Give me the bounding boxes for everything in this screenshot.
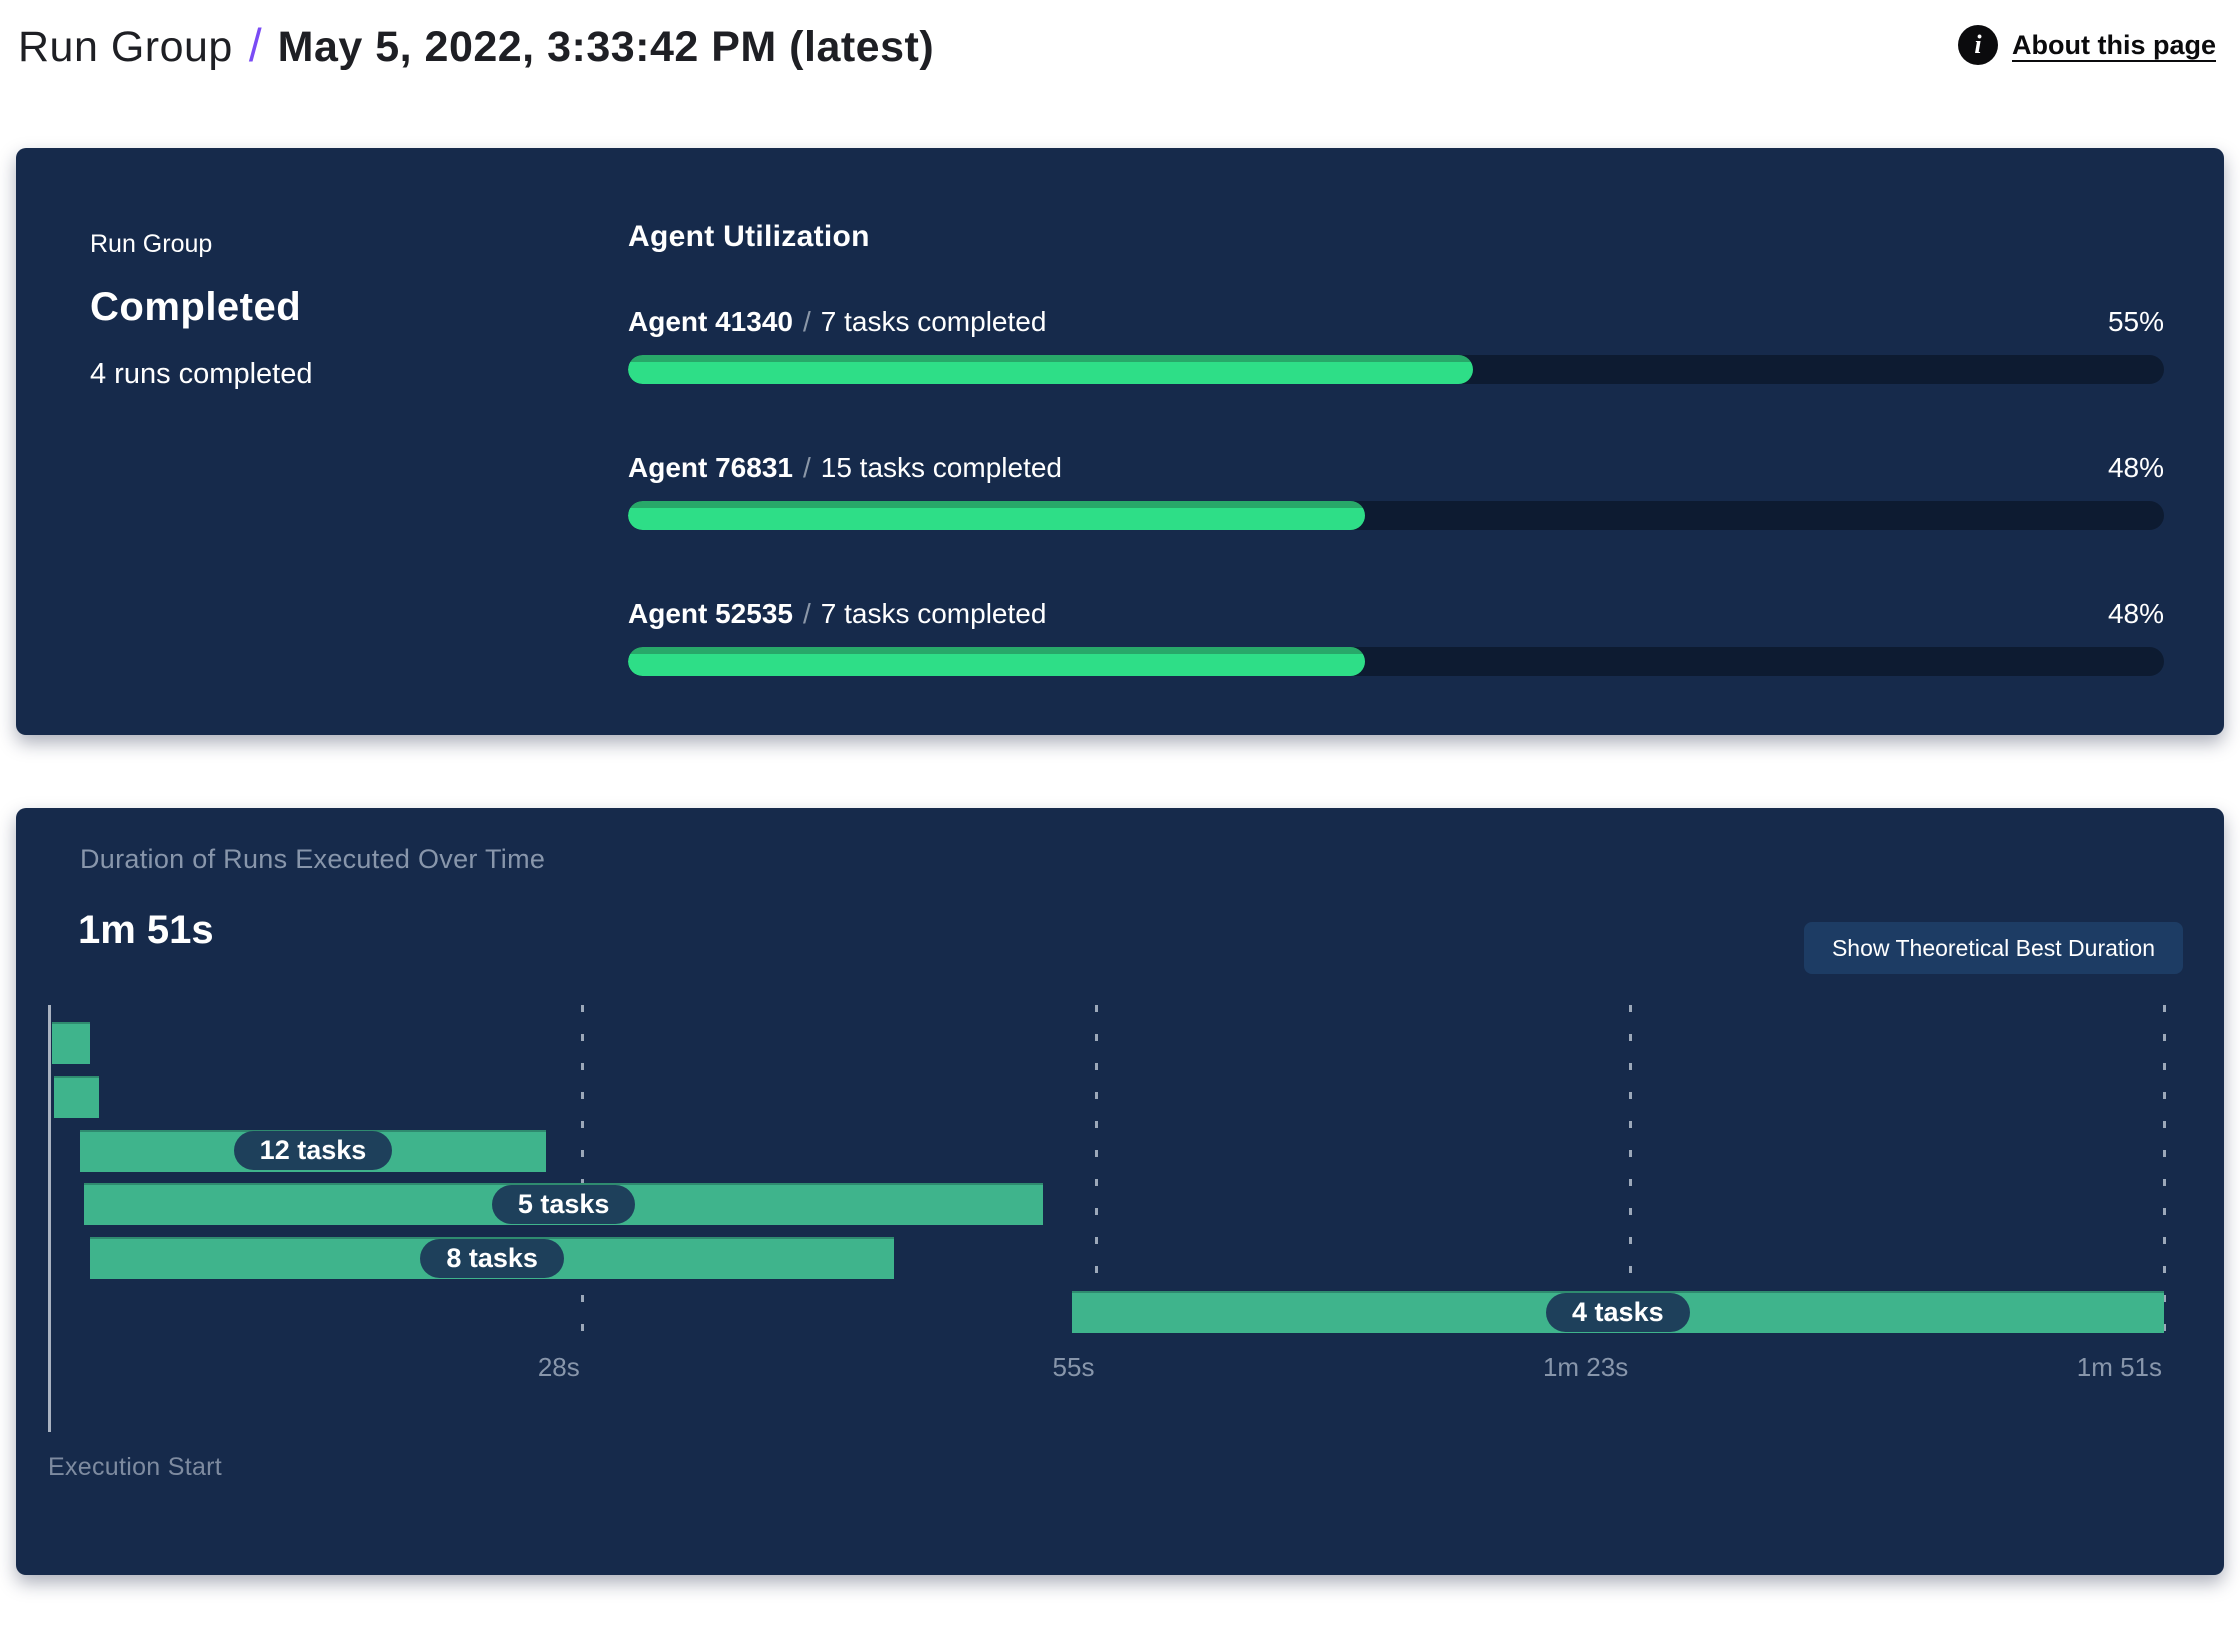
agent-name: Agent 76831 [628, 452, 793, 483]
time-tick-label: 1m 23s [1542, 1352, 1629, 1382]
agent-utilization-progress-fill [628, 355, 1473, 384]
agent-utilization-progress-track [628, 647, 2164, 676]
agent-utilization-percent: 48% [2107, 452, 2164, 483]
agent-description: Agent 76831 / 15 tasks completed [628, 452, 1062, 484]
run-duration-bar[interactable] [51, 1022, 90, 1064]
info-icon[interactable]: i [1958, 25, 1998, 65]
agent-utilization-progress-fill [628, 647, 1366, 676]
agent-utilization-progress-fill [628, 501, 1366, 530]
time-gridline [1629, 1005, 1633, 1340]
runs-completed-count: 4 runs completed [90, 358, 313, 390]
agent-utilization-percent: 48% [2107, 598, 2164, 629]
agent-row-labels: Agent 52535 / 7 tasks completed 48% [628, 598, 2164, 630]
task-count-pill: 8 tasks [420, 1238, 564, 1278]
about-this-page-link[interactable]: About this page [2012, 29, 2216, 60]
run-duration-bar[interactable]: 5 tasks [84, 1183, 1044, 1226]
task-count-pill: 5 tasks [491, 1184, 636, 1224]
run-group-status-block: Run Group Completed 4 runs completed [90, 230, 312, 391]
agent-row-labels: Agent 76831 / 15 tasks completed 48% [628, 452, 2164, 484]
agent-name: Agent 41340 [628, 306, 793, 337]
time-tick-label: 1m 51s [2076, 1352, 2162, 1382]
agent-utilization-title: Agent Utilization [628, 220, 870, 253]
duration-chart-card: Duration of Runs Executed Over Time 1m 5… [16, 808, 2224, 1575]
execution-start-axis-line [48, 1005, 51, 1432]
agent-utilization-percent: 55% [2107, 306, 2164, 337]
agent-utilization-progress-track [628, 355, 2164, 384]
agent-description: Agent 52535 / 7 tasks completed [628, 598, 1046, 630]
page-header: Run Group / May 5, 2022, 3:33:42 PM (lat… [18, 0, 2216, 90]
run-duration-bar[interactable]: 8 tasks [89, 1237, 895, 1280]
agent-name-separator: / [802, 452, 811, 483]
run-duration-gantt-chart: 28s 55s 1m 23s 1m 51s 12 tasks 5 tasks 8 tasks… [48, 1005, 2166, 1432]
run-group-summary-card: Run Group Completed 4 runs completed Age… [16, 148, 2224, 735]
agent-utilization-row: Agent 41340 / 7 tasks completed 55% [628, 306, 2164, 384]
breadcrumb: Run Group / May 5, 2022, 3:33:42 PM (lat… [18, 18, 934, 72]
time-tick-label: 55s [1052, 1352, 1095, 1382]
agent-utilization-rows: Agent 41340 / 7 tasks completed 55% Agent 76… [628, 306, 2164, 676]
agent-description: Agent 41340 / 7 tasks completed [628, 306, 1046, 338]
agent-utilization-row: Agent 76831 / 15 tasks completed 48% [628, 452, 2164, 530]
time-gridline [2163, 1005, 2166, 1340]
agent-utilization-progress-track [628, 501, 2164, 530]
agent-utilization-row: Agent 52535 / 7 tasks completed 48% [628, 598, 2164, 676]
breadcrumb-separator: / [248, 19, 262, 71]
run-duration-bar[interactable]: 4 tasks [1071, 1291, 2164, 1333]
breadcrumb-run-group: Run Group [18, 23, 233, 71]
execution-start-label: Execution Start [48, 1453, 223, 1481]
agent-name-separator: / [802, 598, 811, 629]
task-count-pill: 12 tasks [233, 1131, 393, 1171]
page-title: May 5, 2022, 3:33:42 PM (latest) [277, 23, 935, 71]
time-gridline [580, 1005, 584, 1340]
run-group-status: Completed [90, 285, 302, 329]
run-duration-bar[interactable]: 12 tasks [80, 1129, 546, 1172]
agent-row-labels: Agent 41340 / 7 tasks completed 55% [628, 306, 2164, 338]
agent-tasks-completed: 15 tasks completed [820, 452, 1062, 483]
duration-chart-title: Duration of Runs Executed Over Time [80, 844, 546, 874]
show-theoretical-best-duration-button[interactable]: Show Theoretical Best Duration [1803, 922, 2183, 974]
agent-name: Agent 52535 [628, 598, 793, 629]
run-group-label: Run Group [90, 230, 213, 258]
agent-tasks-completed: 7 tasks completed [820, 598, 1047, 629]
task-count-pill: 4 tasks [1546, 1292, 1690, 1332]
agent-tasks-completed: 7 tasks completed [820, 306, 1047, 337]
run-duration-bar[interactable] [53, 1075, 100, 1118]
time-gridline [1095, 1005, 1099, 1340]
about-this-page[interactable]: i About this page [1958, 25, 2216, 65]
time-tick-label: 28s [537, 1352, 580, 1382]
agent-name-separator: / [802, 306, 811, 337]
agent-utilization-section: Agent Utilization Agent 41340 / 7 tasks co… [628, 220, 2164, 744]
total-duration-value: 1m 51s [78, 908, 214, 952]
